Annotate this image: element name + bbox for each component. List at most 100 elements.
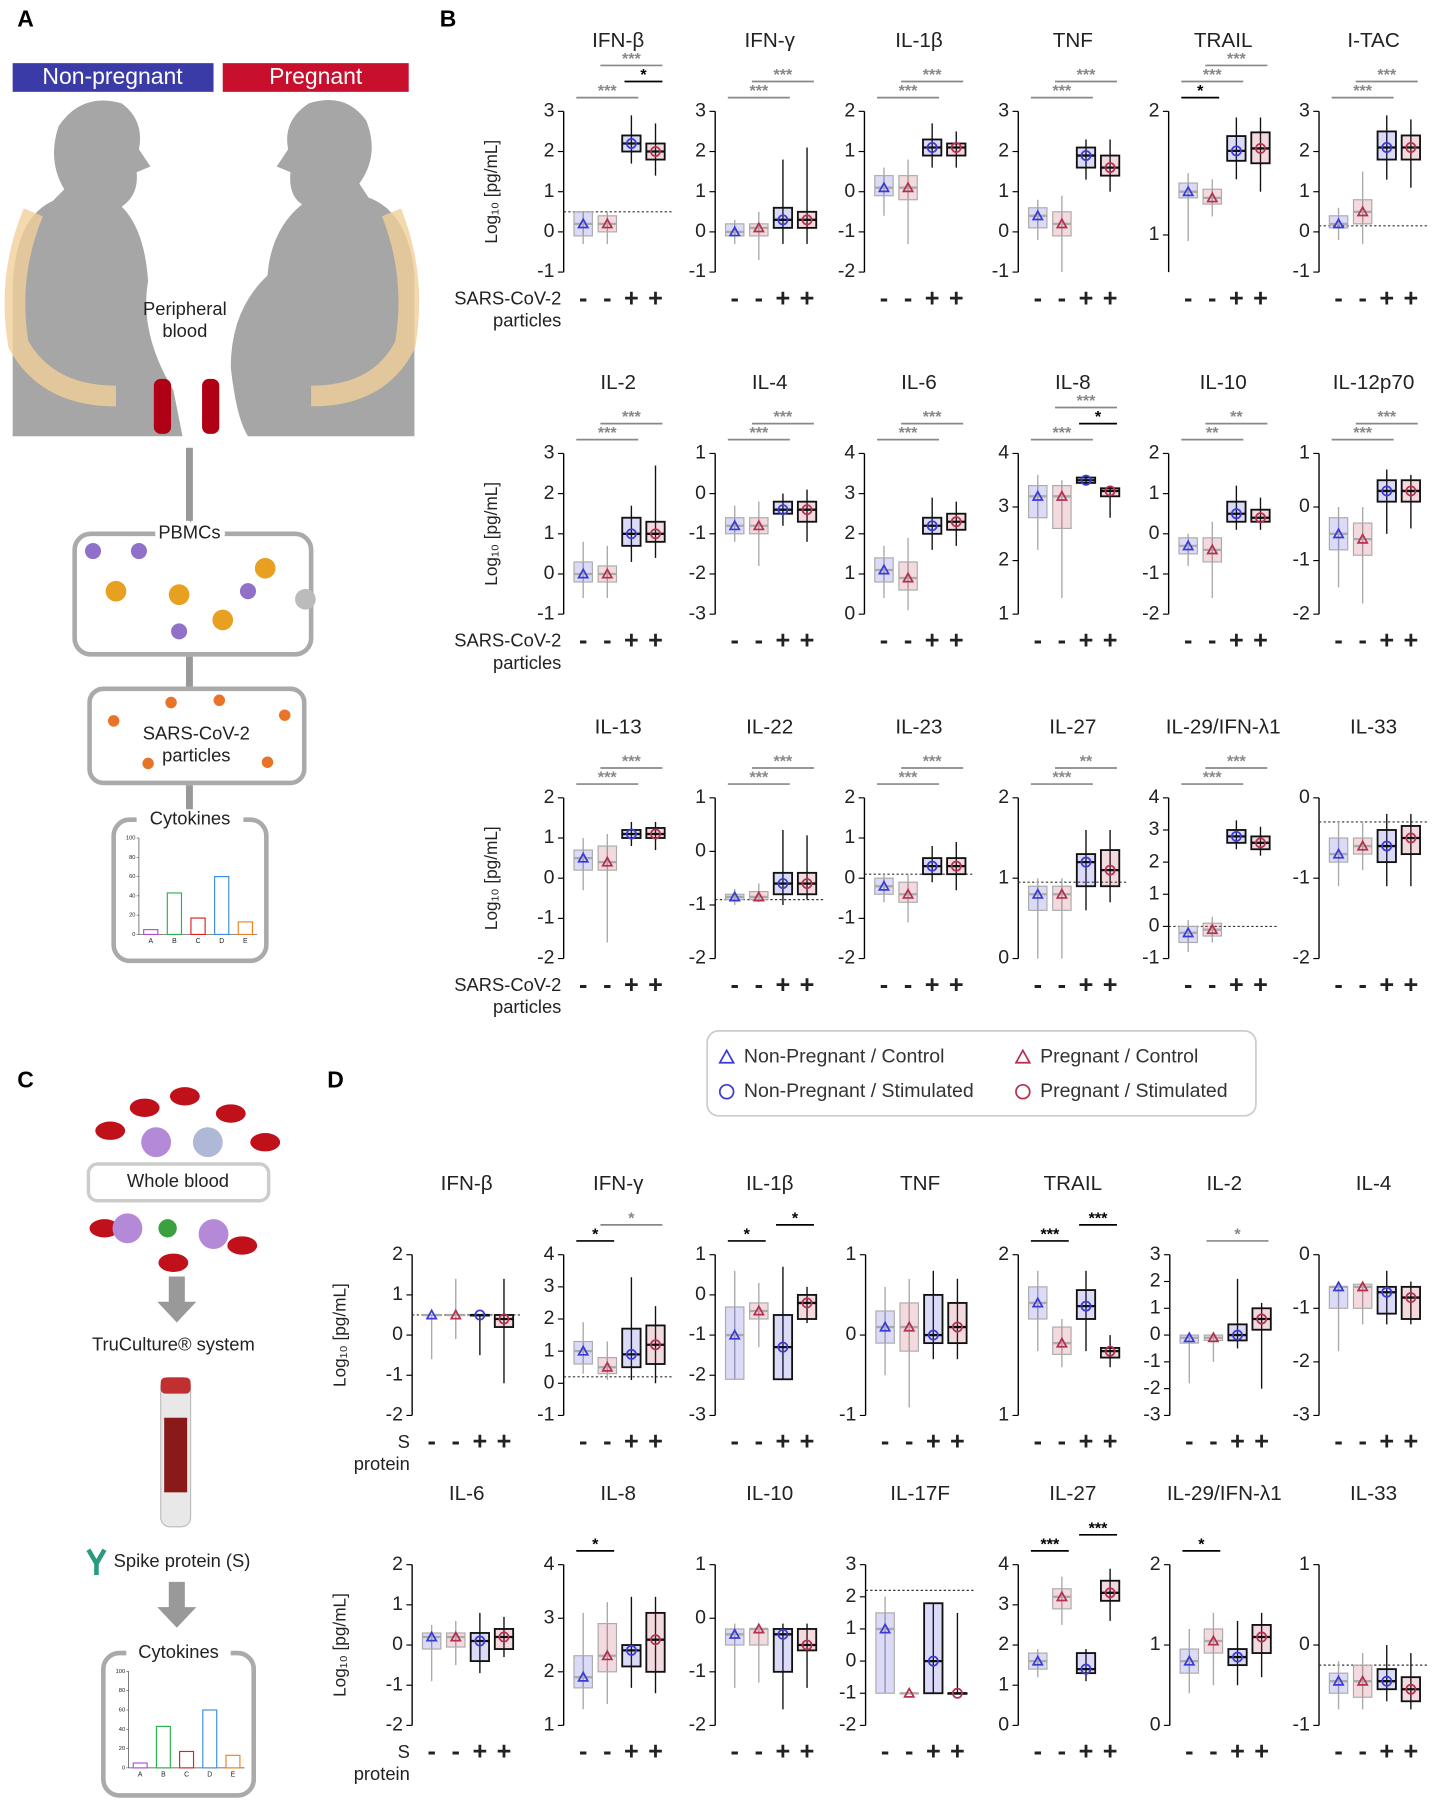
- marker: [728, 1328, 741, 1340]
- x-tick-label: -: [452, 1738, 460, 1766]
- marker: [1232, 1651, 1243, 1663]
- x-tick-label: -: [731, 971, 739, 999]
- x-tick-label: -: [427, 1428, 435, 1456]
- sample-box: [86, 1162, 271, 1203]
- red-cell: [250, 1133, 281, 1152]
- x-tick-label: -: [579, 284, 587, 312]
- box: [1376, 1285, 1397, 1315]
- x-tick-label: +: [1230, 1428, 1245, 1456]
- y-tick-label: 2: [998, 786, 1009, 808]
- chart-title: TRAIL: [1194, 29, 1253, 52]
- y-tick-label: 2: [844, 100, 855, 122]
- blood-tube: [202, 378, 220, 434]
- chart-title: IL-12p70: [1333, 371, 1415, 394]
- marker: [728, 890, 741, 902]
- y-tick-label: 2: [1149, 442, 1160, 464]
- y-tick-label: 1: [1299, 442, 1310, 464]
- marker: [650, 1634, 661, 1646]
- x-tick-label: -: [1034, 284, 1042, 312]
- y-tick-label: 0: [544, 866, 555, 888]
- y-tick-label: 1: [1150, 1296, 1161, 1318]
- y-tick-label: 2: [844, 522, 855, 544]
- y-tick-label: -1: [689, 260, 706, 282]
- box: [772, 206, 794, 229]
- x-tick-label: +: [1103, 626, 1118, 654]
- y-tick-label: -3: [1143, 1404, 1160, 1426]
- marker: [1381, 1675, 1393, 1687]
- red-cell: [129, 1098, 160, 1117]
- y-tick-label: -1: [1293, 866, 1310, 888]
- y-tick-label: 0: [1299, 220, 1310, 242]
- chart-title: TNF: [1053, 29, 1093, 52]
- y-tick-label: 0: [998, 1714, 1009, 1736]
- x-tick-label: -: [904, 971, 912, 999]
- y-tick-label: 4: [1149, 786, 1160, 808]
- arm: [4, 208, 117, 407]
- marker: [1256, 1631, 1268, 1643]
- chart-title: IL-8: [600, 1482, 636, 1505]
- x-tick-label: -: [579, 626, 587, 654]
- x-tick-label: -: [1209, 1428, 1217, 1456]
- significance-label: ***: [923, 66, 943, 84]
- y-tick-label: 3: [544, 1275, 555, 1297]
- box: [1251, 1624, 1272, 1654]
- significance-label: ***: [622, 752, 642, 770]
- y-tick-label: 1: [998, 1404, 1009, 1426]
- y-tick-label: 1: [544, 1714, 555, 1736]
- y-tick-label: 1: [844, 826, 855, 848]
- significance-label: *: [1095, 408, 1102, 426]
- particle: [213, 694, 226, 706]
- marker: [728, 225, 741, 237]
- box: [749, 223, 769, 237]
- x-tick-label: +: [1103, 1738, 1118, 1766]
- x-tick-label: E: [231, 1772, 236, 1779]
- bar: [225, 1754, 241, 1769]
- box: [573, 1340, 593, 1365]
- y-tick-label: 0: [695, 840, 706, 862]
- particle: [107, 715, 120, 727]
- marker: [902, 887, 915, 899]
- y-tick-label: 20: [119, 1746, 125, 1752]
- y-tick-label: 4: [844, 442, 855, 464]
- marker: [1356, 205, 1369, 217]
- y-tick-label: 60: [119, 1708, 125, 1714]
- bar: [155, 1725, 171, 1769]
- marker: [1230, 508, 1242, 520]
- x-tick-label: -: [1208, 626, 1216, 654]
- x-tick-label: -: [603, 1738, 611, 1766]
- box: [724, 1306, 745, 1380]
- y-tick-label: 0: [122, 1765, 125, 1771]
- arrow: [157, 1276, 197, 1323]
- marker: [650, 528, 661, 540]
- y-tick-label: 0: [392, 1633, 403, 1655]
- box: [493, 1314, 515, 1328]
- x-tick-label: -: [603, 284, 611, 312]
- y-tick-label: 2: [844, 786, 855, 808]
- y-tick-label: 0: [844, 180, 855, 202]
- y-tick-label: 1: [695, 442, 706, 464]
- cells-label: PBMCs: [158, 522, 220, 543]
- x-tick-label: +: [949, 284, 964, 312]
- y-tick-label: 0: [844, 866, 855, 888]
- box: [1376, 130, 1397, 161]
- marker: [1381, 142, 1393, 153]
- cell: [105, 580, 127, 602]
- significance-label: ***: [1203, 66, 1223, 84]
- x-tick-label: +: [926, 1428, 941, 1456]
- chart-title: I-TAC: [1347, 29, 1399, 52]
- significance-label: ***: [899, 769, 919, 787]
- y-tick-label: 2: [998, 1633, 1009, 1655]
- y-axis-label: Log₁₀ [pg/mL]: [481, 826, 501, 930]
- x-tick-label: -: [731, 1738, 739, 1766]
- x-tick-label: +: [1079, 626, 1094, 654]
- x-tick-label: -: [1334, 284, 1342, 312]
- x-tick-label: +: [497, 1428, 512, 1456]
- x-tick-label: +: [925, 626, 940, 654]
- x-tick-label: +: [1379, 1428, 1394, 1456]
- blood-tube: [153, 378, 172, 434]
- x-tick-label: -: [904, 626, 912, 654]
- x-tick-label: -: [603, 971, 611, 999]
- y-tick-label: -1: [537, 260, 554, 282]
- red-cell: [89, 1219, 120, 1238]
- x-tick-label: A: [138, 1772, 143, 1779]
